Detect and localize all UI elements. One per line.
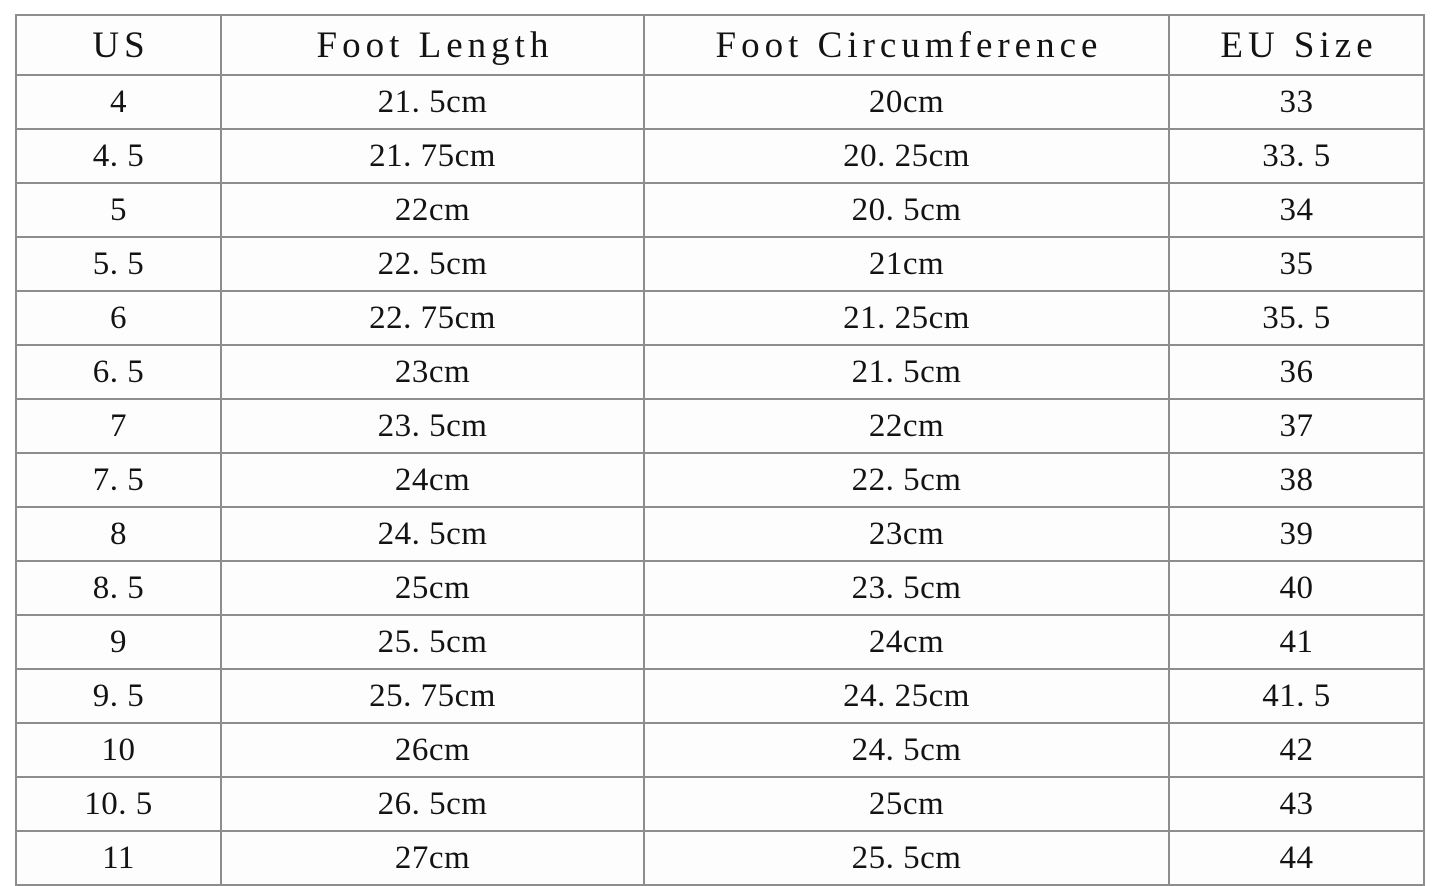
- cell-us: 10. 5: [15, 776, 222, 832]
- cell-us: 4: [15, 74, 222, 130]
- cell-foot-circumference: 25cm: [643, 776, 1170, 832]
- cell-foot-length: 23. 5cm: [220, 398, 645, 454]
- table-row: 11 27cm 25. 5cm 44: [15, 830, 1425, 886]
- cell-foot-circumference: 23cm: [643, 506, 1170, 562]
- cell-eu-size: 41: [1168, 614, 1425, 670]
- column-header-eu-size: EU Size: [1168, 14, 1425, 76]
- table-row: 4. 5 21. 75cm 20. 25cm 33. 5: [15, 128, 1425, 184]
- table-row: 6 22. 75cm 21. 25cm 35. 5: [15, 290, 1425, 346]
- cell-foot-circumference: 24cm: [643, 614, 1170, 670]
- cell-us: 10: [15, 722, 222, 778]
- cell-foot-circumference: 20cm: [643, 74, 1170, 130]
- cell-foot-length: 24cm: [220, 452, 645, 508]
- table-row: 5. 5 22. 5cm 21cm 35: [15, 236, 1425, 292]
- table-row: 10. 5 26. 5cm 25cm 43: [15, 776, 1425, 832]
- table-row: 7 23. 5cm 22cm 37: [15, 398, 1425, 454]
- cell-foot-length: 23cm: [220, 344, 645, 400]
- cell-us: 7. 5: [15, 452, 222, 508]
- cell-foot-length: 27cm: [220, 830, 645, 886]
- table-row: 8. 5 25cm 23. 5cm 40: [15, 560, 1425, 616]
- cell-eu-size: 35. 5: [1168, 290, 1425, 346]
- size-chart-table: US Foot Length Foot Circumference EU Siz…: [15, 14, 1425, 886]
- header-row: US Foot Length Foot Circumference EU Siz…: [15, 14, 1425, 76]
- cell-us: 5. 5: [15, 236, 222, 292]
- cell-foot-length: 21. 75cm: [220, 128, 645, 184]
- cell-us: 8. 5: [15, 560, 222, 616]
- cell-eu-size: 38: [1168, 452, 1425, 508]
- cell-eu-size: 43: [1168, 776, 1425, 832]
- cell-eu-size: 39: [1168, 506, 1425, 562]
- cell-foot-circumference: 21cm: [643, 236, 1170, 292]
- cell-foot-circumference: 20. 25cm: [643, 128, 1170, 184]
- cell-foot-circumference: 22cm: [643, 398, 1170, 454]
- table-row: 9 25. 5cm 24cm 41: [15, 614, 1425, 670]
- table-row: 4 21. 5cm 20cm 33: [15, 74, 1425, 130]
- cell-foot-circumference: 21. 5cm: [643, 344, 1170, 400]
- table-row: 7. 5 24cm 22. 5cm 38: [15, 452, 1425, 508]
- table-row: 8 24. 5cm 23cm 39: [15, 506, 1425, 562]
- cell-foot-length: 26cm: [220, 722, 645, 778]
- cell-eu-size: 37: [1168, 398, 1425, 454]
- table-row: 9. 5 25. 75cm 24. 25cm 41. 5: [15, 668, 1425, 724]
- cell-us: 9: [15, 614, 222, 670]
- cell-us: 7: [15, 398, 222, 454]
- cell-us: 8: [15, 506, 222, 562]
- table-header: US Foot Length Foot Circumference EU Siz…: [15, 14, 1425, 76]
- cell-foot-length: 22cm: [220, 182, 645, 238]
- cell-foot-length: 22. 5cm: [220, 236, 645, 292]
- cell-foot-circumference: 23. 5cm: [643, 560, 1170, 616]
- table-row: 6. 5 23cm 21. 5cm 36: [15, 344, 1425, 400]
- cell-foot-circumference: 22. 5cm: [643, 452, 1170, 508]
- column-header-foot-circumference: Foot Circumference: [643, 14, 1170, 76]
- cell-eu-size: 35: [1168, 236, 1425, 292]
- table-row: 5 22cm 20. 5cm 34: [15, 182, 1425, 238]
- cell-us: 6: [15, 290, 222, 346]
- cell-eu-size: 34: [1168, 182, 1425, 238]
- cell-eu-size: 33: [1168, 74, 1425, 130]
- cell-foot-circumference: 24. 5cm: [643, 722, 1170, 778]
- column-header-foot-length: Foot Length: [220, 14, 645, 76]
- cell-foot-circumference: 24. 25cm: [643, 668, 1170, 724]
- page-root: US Foot Length Foot Circumference EU Siz…: [15, 14, 1425, 886]
- cell-foot-length: 25cm: [220, 560, 645, 616]
- cell-us: 9. 5: [15, 668, 222, 724]
- cell-us: 6. 5: [15, 344, 222, 400]
- cell-eu-size: 33. 5: [1168, 128, 1425, 184]
- column-header-us: US: [15, 14, 222, 76]
- cell-foot-circumference: 21. 25cm: [643, 290, 1170, 346]
- cell-foot-length: 25. 5cm: [220, 614, 645, 670]
- cell-foot-length: 26. 5cm: [220, 776, 645, 832]
- cell-eu-size: 44: [1168, 830, 1425, 886]
- cell-eu-size: 41. 5: [1168, 668, 1425, 724]
- cell-eu-size: 40: [1168, 560, 1425, 616]
- cell-foot-length: 21. 5cm: [220, 74, 645, 130]
- cell-us: 4. 5: [15, 128, 222, 184]
- cell-eu-size: 42: [1168, 722, 1425, 778]
- cell-foot-length: 25. 75cm: [220, 668, 645, 724]
- cell-eu-size: 36: [1168, 344, 1425, 400]
- table-row: 10 26cm 24. 5cm 42: [15, 722, 1425, 778]
- cell-foot-circumference: 25. 5cm: [643, 830, 1170, 886]
- cell-foot-length: 24. 5cm: [220, 506, 645, 562]
- cell-foot-length: 22. 75cm: [220, 290, 645, 346]
- cell-foot-circumference: 20. 5cm: [643, 182, 1170, 238]
- cell-us: 5: [15, 182, 222, 238]
- cell-us: 11: [15, 830, 222, 886]
